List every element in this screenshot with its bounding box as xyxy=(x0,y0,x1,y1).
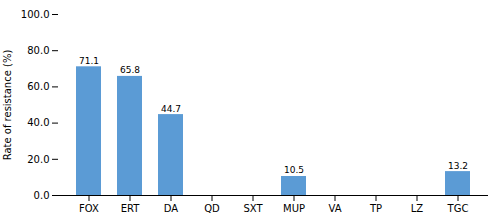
svg-text:65.8: 65.8 xyxy=(120,65,140,75)
svg-text:TGC: TGC xyxy=(447,203,469,214)
svg-text:44.7: 44.7 xyxy=(161,104,181,114)
svg-text:QD: QD xyxy=(204,203,220,214)
svg-text:TP: TP xyxy=(369,203,382,214)
svg-text:FOX: FOX xyxy=(79,203,99,214)
svg-text:DA: DA xyxy=(164,203,179,214)
svg-text:71.1: 71.1 xyxy=(79,56,99,66)
svg-text:80.0: 80.0 xyxy=(27,45,49,56)
svg-text:13.2: 13.2 xyxy=(448,161,468,171)
svg-text:VA: VA xyxy=(328,203,341,214)
svg-text:LZ: LZ xyxy=(411,203,424,214)
svg-text:40.0: 40.0 xyxy=(27,117,49,128)
svg-text:60.0: 60.0 xyxy=(27,81,49,92)
svg-text:100.0: 100.0 xyxy=(21,9,50,20)
svg-text:ERT: ERT xyxy=(121,203,141,214)
svg-text:SXT: SXT xyxy=(243,203,263,214)
svg-text:0.0: 0.0 xyxy=(34,190,50,201)
svg-text:20.0: 20.0 xyxy=(27,154,49,165)
svg-text:MUP: MUP xyxy=(283,203,305,214)
svg-text:10.5: 10.5 xyxy=(284,165,304,175)
svg-text:Rate of resistance (%): Rate of resistance (%) xyxy=(2,50,13,161)
